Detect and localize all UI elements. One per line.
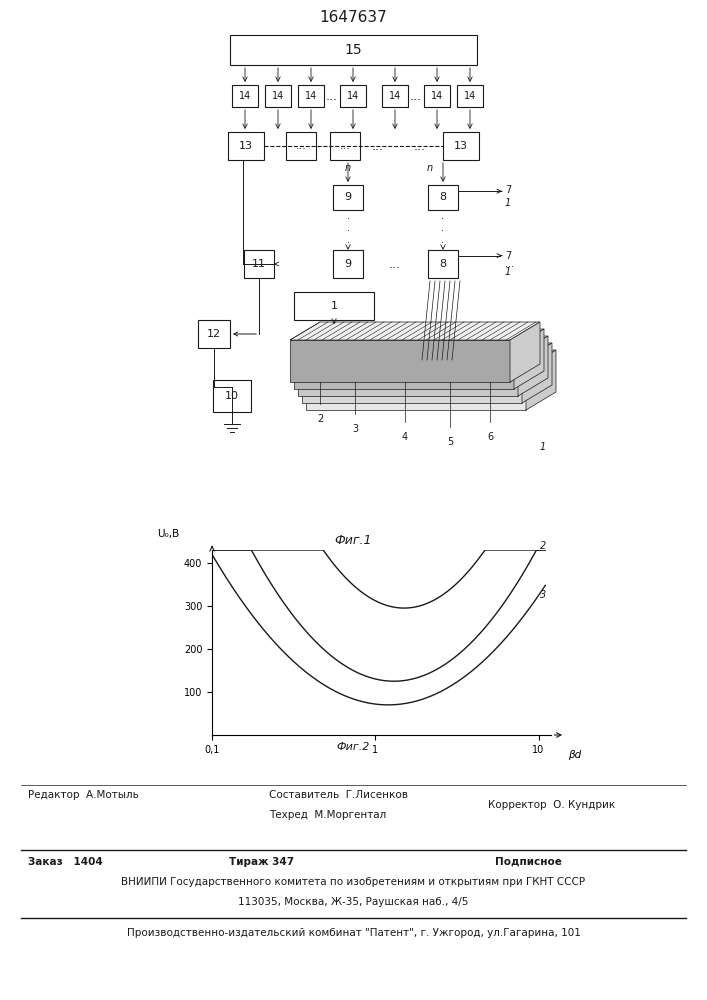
- Polygon shape: [510, 322, 540, 382]
- Bar: [286, 132, 316, 160]
- Bar: [265, 85, 291, 107]
- Y-axis label: U₀,B: U₀,B: [157, 529, 179, 539]
- Text: .
.
.: . . .: [441, 211, 445, 245]
- Text: .
.
.: . . .: [346, 211, 349, 245]
- Text: 14: 14: [347, 91, 359, 101]
- Polygon shape: [294, 347, 514, 389]
- Text: 10: 10: [225, 391, 239, 401]
- Polygon shape: [522, 343, 552, 403]
- Text: ...: ...: [339, 141, 351, 151]
- Text: 2: 2: [540, 541, 547, 551]
- Bar: [298, 85, 324, 107]
- Text: ...: ...: [505, 259, 514, 269]
- Polygon shape: [306, 368, 526, 410]
- Text: 1: 1: [505, 267, 511, 277]
- Text: 6: 6: [487, 432, 493, 442]
- Text: Подписное: Подписное: [495, 857, 562, 867]
- Text: ВНИИПИ Государственного комитета по изобретениям и открытиям при ГКНТ СССР: ВНИИПИ Государственного комитета по изоб…: [122, 877, 585, 887]
- Text: 14: 14: [239, 91, 251, 101]
- Text: Фиг.2: Фиг.2: [337, 742, 370, 752]
- Polygon shape: [526, 350, 556, 410]
- Polygon shape: [290, 322, 540, 340]
- Text: 5: 5: [447, 437, 453, 447]
- Polygon shape: [306, 350, 556, 368]
- Bar: [232, 85, 258, 107]
- Bar: [340, 85, 366, 107]
- Polygon shape: [302, 361, 522, 403]
- Bar: [198, 320, 230, 348]
- Text: 14: 14: [305, 91, 317, 101]
- Text: 1647637: 1647637: [319, 10, 387, 25]
- Text: Заказ   1404: Заказ 1404: [28, 857, 103, 867]
- Bar: [428, 185, 458, 210]
- Text: ...: ...: [326, 90, 338, 103]
- Polygon shape: [518, 336, 548, 396]
- Text: 8: 8: [440, 259, 447, 269]
- Text: 3: 3: [540, 590, 547, 600]
- Text: 3: 3: [352, 424, 358, 434]
- Text: 15: 15: [345, 43, 362, 57]
- Text: 13: 13: [454, 141, 468, 151]
- Text: βd: βd: [568, 750, 582, 760]
- Text: 9: 9: [344, 259, 351, 269]
- Text: 14: 14: [272, 91, 284, 101]
- Text: ...: ...: [414, 139, 426, 152]
- Polygon shape: [514, 329, 544, 389]
- Text: 1: 1: [540, 442, 547, 452]
- Text: 7: 7: [505, 185, 511, 195]
- Bar: [382, 85, 408, 107]
- Polygon shape: [302, 343, 552, 361]
- Bar: [228, 132, 264, 160]
- Text: 8: 8: [440, 192, 447, 202]
- Text: 13: 13: [239, 141, 253, 151]
- Text: 12: 12: [207, 329, 221, 339]
- Text: Составитель  Г.Лисенков: Составитель Г.Лисенков: [269, 790, 408, 800]
- Text: Производственно-издательский комбинат "Патент", г. Ужгород, ул.Гагарина, 101: Производственно-издательский комбинат "П…: [127, 928, 580, 938]
- Bar: [213, 380, 251, 412]
- Bar: [428, 250, 458, 278]
- Text: 14: 14: [464, 91, 476, 101]
- Text: n: n: [427, 163, 433, 173]
- Polygon shape: [294, 329, 544, 347]
- Bar: [230, 35, 477, 65]
- Text: 9: 9: [344, 192, 351, 202]
- Text: n: n: [345, 163, 351, 173]
- Text: 113035, Москва, Ж-35, Раушская наб., 4/5: 113035, Москва, Ж-35, Раушская наб., 4/5: [238, 897, 469, 907]
- Text: Фиг.1: Фиг.1: [334, 534, 372, 546]
- Text: 14: 14: [389, 91, 401, 101]
- Polygon shape: [298, 336, 548, 354]
- Bar: [330, 132, 360, 160]
- Text: 14: 14: [431, 91, 443, 101]
- Polygon shape: [298, 354, 518, 396]
- Text: 2: 2: [317, 414, 323, 424]
- Text: 1: 1: [330, 301, 337, 311]
- Polygon shape: [290, 340, 510, 382]
- Bar: [333, 185, 363, 210]
- Bar: [333, 250, 363, 278]
- Text: Корректор  О. Кундрик: Корректор О. Кундрик: [488, 800, 615, 810]
- Text: 7: 7: [505, 251, 511, 261]
- Bar: [294, 292, 374, 320]
- Text: ...: ...: [410, 90, 422, 103]
- Text: 1: 1: [505, 198, 511, 208]
- Text: ...: ...: [296, 141, 306, 151]
- Text: ...: ...: [372, 139, 384, 152]
- Text: Тираж 347: Тираж 347: [229, 857, 294, 867]
- Text: ...: ...: [389, 257, 401, 270]
- Bar: [457, 85, 483, 107]
- Text: Техред  М.Моргентал: Техред М.Моргентал: [269, 810, 386, 820]
- Bar: [244, 250, 274, 278]
- Text: 11: 11: [252, 259, 266, 269]
- Bar: [443, 132, 479, 160]
- Text: Редактор  А.Мотыль: Редактор А.Мотыль: [28, 790, 139, 800]
- Text: 4: 4: [402, 432, 408, 442]
- Bar: [424, 85, 450, 107]
